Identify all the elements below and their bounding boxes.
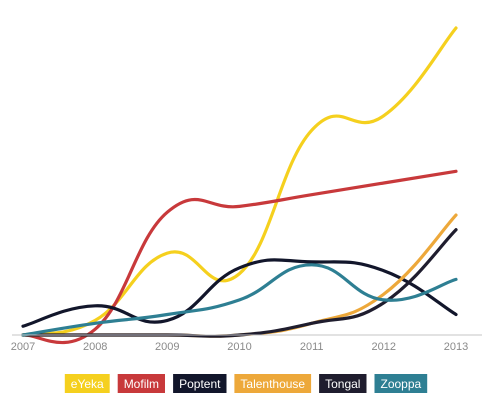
legend-swatch-tongal bbox=[319, 374, 367, 393]
legend-swatch-mofilm bbox=[117, 374, 165, 393]
legend-label-talenthouse: Talenthouse bbox=[240, 377, 305, 391]
x-axis-ticks: 2007 2008 2009 2010 2011 2012 2013 bbox=[11, 341, 468, 353]
x-tick-label: 2013 bbox=[444, 341, 468, 353]
legend-label-poptent: Poptent bbox=[179, 377, 221, 391]
series-line-zooppa bbox=[21, 263, 458, 337]
legend-swatch-eyeka bbox=[64, 374, 110, 393]
legend-label-tongal: Tongal bbox=[325, 377, 360, 391]
legend: eYeka Mofilm Poptent Talenthouse Tongal Zoopp… bbox=[64, 374, 428, 393]
x-tick-label: 2010 bbox=[227, 341, 251, 353]
series-layer bbox=[21, 26, 458, 345]
series-line-mofilm bbox=[21, 169, 458, 345]
legend-swatch-poptent bbox=[173, 374, 227, 393]
legend-label-eyeka: eYeka bbox=[71, 377, 104, 391]
x-tick-label: 2011 bbox=[300, 341, 324, 353]
legend-label-zooppa: Zooppa bbox=[381, 377, 422, 391]
x-tick-label: 2012 bbox=[372, 341, 396, 353]
legend-label-mofilm: Mofilm bbox=[124, 377, 159, 391]
x-tick-label: 2008 bbox=[83, 341, 107, 353]
x-tick-label: 2009 bbox=[155, 341, 179, 353]
series-line-tongal bbox=[21, 228, 458, 338]
legend-swatch-talenthouse bbox=[234, 374, 312, 393]
series-line-poptent bbox=[21, 258, 458, 328]
legend-swatch-zooppa bbox=[374, 374, 428, 393]
x-tick-label: 2007 bbox=[11, 341, 35, 353]
